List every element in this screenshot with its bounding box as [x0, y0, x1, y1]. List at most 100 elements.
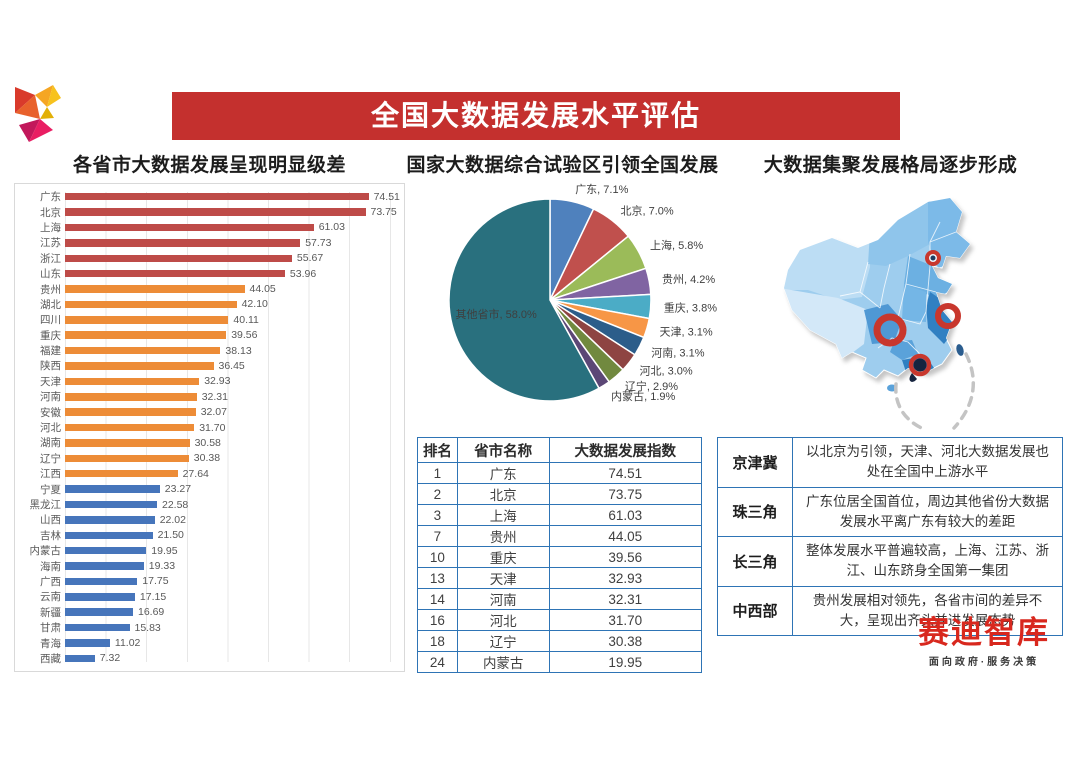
bar-category-label: 吉林: [40, 529, 61, 542]
bar-category-label: 江西: [40, 468, 61, 481]
pie-slice: [448, 198, 601, 402]
index-row: 14 河南 32.31: [417, 588, 703, 610]
bar-row: 海南 19.33: [15, 558, 404, 573]
region-row: 长三角 整体发展水平普遍较高，上海、江苏、浙江、山东跻身全国第一集团: [717, 536, 1063, 587]
bar-row: 贵州 44.05: [15, 281, 404, 296]
region-row: 京津冀 以北京为引领，天津、河北大数据发展也处在全国中上游水平: [717, 437, 1063, 488]
index-cell: 24: [417, 651, 458, 673]
index-cell: 河南: [456, 588, 550, 610]
bar: [65, 654, 95, 663]
bar: [65, 623, 130, 632]
bar-category-label: 江苏: [40, 237, 61, 250]
bar-wrap: 17.75: [65, 575, 169, 587]
index-row: 3 上海 61.03: [417, 504, 703, 526]
pie-label: 贵州, 4.2%: [662, 273, 715, 286]
marker-changsanjiao: [935, 303, 961, 329]
region-desc: 整体发展水平普遍较高，上海、江苏、浙江、山东跻身全国第一集团: [792, 536, 1063, 587]
index-row: 7 贵州 44.05: [417, 525, 703, 547]
page-title: 全国大数据发展水平评估: [172, 92, 900, 140]
bar-value-label: 36.45: [218, 359, 245, 372]
bar-wrap: 17.15: [65, 591, 166, 603]
bar-category-label: 四川: [40, 314, 61, 327]
bar: [65, 485, 160, 493]
bar-value-label: 38.13: [225, 344, 252, 357]
bar: [65, 500, 157, 509]
index-cell: 辽宁: [456, 630, 550, 652]
index-row: 2 北京 73.75: [417, 483, 703, 505]
bar: [65, 546, 147, 555]
bar-value-label: 32.07: [200, 406, 227, 419]
bar-wrap: 36.45: [65, 360, 245, 372]
index-header-cell: 大数据发展指数: [548, 437, 703, 463]
bar-row: 陕西 36.45: [15, 358, 404, 373]
bar-wrap: 15.83: [65, 622, 161, 634]
bar-value-label: 17.15: [139, 590, 167, 603]
bar-row: 天津 32.93: [15, 374, 404, 389]
map-taiwan: [956, 344, 964, 356]
region-desc: 贵州发展相对领先，各省市间的差异不大，呈现出齐头并进发展态势: [792, 585, 1063, 636]
origami-logo-icon: [15, 85, 61, 142]
bar: [65, 469, 178, 478]
bar-value-label: 11.02: [114, 637, 141, 650]
index-row: 10 重庆 39.56: [417, 546, 703, 568]
pie-label: 内蒙古, 1.9%: [611, 389, 675, 403]
bar-row: 河北 31.70: [15, 420, 404, 435]
bar-value-label: 17.75: [142, 575, 169, 588]
bar: [65, 254, 292, 262]
marker-zhongxibu: [873, 313, 907, 347]
bar-row: 吉林 21.50: [15, 528, 404, 543]
pie-label: 河北, 3.0%: [640, 365, 693, 378]
bar-category-label: 新疆: [40, 606, 61, 619]
ccid-logo-tagline: 面向政府·服务决策: [928, 657, 1040, 668]
bar-category-label: 西藏: [40, 652, 61, 665]
bar-row: 湖南 30.58: [15, 435, 404, 450]
region-desc: 广东位居全国首位，周边其他省份大数据发展水平离广东有较大的差距: [792, 486, 1063, 537]
bar-value-label: 7.32: [99, 652, 121, 665]
region-desc: 以北京为引领，天津、河北大数据发展也处在全国中上游水平: [792, 437, 1063, 488]
marker-zhusanjiao-tail: [909, 373, 917, 382]
bar: [65, 393, 197, 401]
index-cell: 30.38: [548, 630, 703, 652]
bar: [65, 608, 133, 616]
pie-label: 其他省市, 58.0%: [456, 307, 538, 321]
bar: [65, 454, 189, 463]
pie-chart: 广东, 7.1% 北京, 7.0% 上海, 5.8% 贵州, 4.2% 重庆, 3.8%…: [448, 183, 717, 403]
bar-row: 四川 40.11: [15, 312, 404, 327]
index-cell: 内蒙古: [456, 651, 550, 673]
index-cell: 16: [417, 609, 458, 631]
bar-value-label: 40.11: [233, 313, 259, 326]
bar: [65, 346, 221, 355]
bar-wrap: 19.33: [65, 560, 175, 572]
bar-row: 江西 27.64: [15, 466, 404, 481]
bar: [65, 192, 369, 201]
bar-row: 青海 11.02: [15, 635, 404, 650]
map-cluster-markers: [873, 250, 961, 382]
index-cell: 天津: [456, 567, 550, 589]
bar-row: 山东 53.96: [15, 266, 404, 281]
index-table-header: 排名 省市名称 大数据发展指数: [417, 437, 703, 463]
bar-value-label: 39.56: [231, 329, 258, 342]
map-dashed-sea-line: [894, 352, 976, 432]
bar-value-label: 32.93: [204, 375, 231, 388]
bar-category-label: 海南: [40, 560, 61, 573]
index-cell: 河北: [456, 609, 550, 631]
index-row: 13 天津 32.93: [417, 567, 703, 589]
bar-wrap: 30.38: [65, 452, 220, 464]
bar-wrap: 30.58: [65, 437, 221, 449]
bar-value-label: 74.51: [373, 190, 400, 203]
bar-wrap: 32.07: [65, 406, 227, 418]
bar-category-label: 甘肃: [40, 622, 61, 635]
region-row: 珠三角 广东位居全国首位，周边其他省份大数据发展水平离广东有较大的差距: [717, 486, 1063, 537]
bar-value-label: 73.75: [370, 206, 397, 219]
index-header-cell: 省市名称: [456, 437, 550, 463]
bar-value-label: 44.05: [249, 283, 276, 296]
bar-value-label: 22.58: [162, 498, 189, 511]
bar-category-label: 河北: [40, 422, 61, 435]
bar-row: 山西 22.02: [15, 512, 404, 527]
bar-value-label: 30.38: [193, 452, 221, 465]
bar-value-label: 57.73: [305, 236, 332, 249]
index-cell: 贵州: [456, 525, 550, 547]
bar-row: 福建 38.13: [15, 343, 404, 358]
pie-label: 广东, 7.1%: [575, 183, 628, 196]
